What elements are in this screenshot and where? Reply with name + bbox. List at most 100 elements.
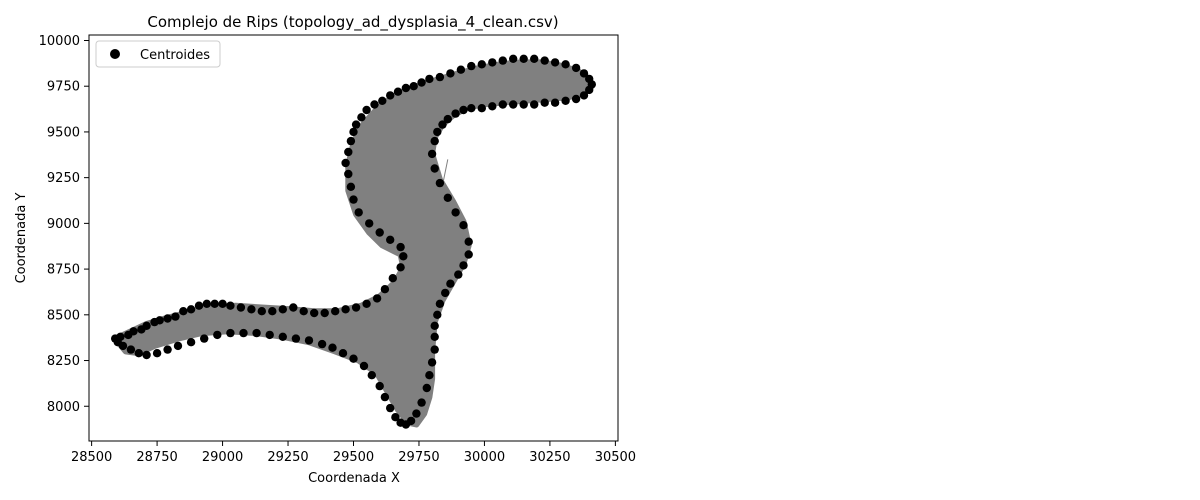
centroid-point (433, 310, 442, 319)
centroid-point (438, 120, 447, 129)
centroid-point (550, 98, 560, 107)
centroid-point (519, 100, 528, 109)
centroid-point (433, 127, 442, 137)
centroid-point (218, 299, 227, 308)
centroid-point (579, 69, 589, 78)
y-axis: 8000 8250 8500 8750 9000 9250 9500 9750 10000 (39, 34, 89, 415)
centroid-point (171, 312, 180, 321)
centroid-point (380, 392, 390, 402)
x-tick-label: 30500 (595, 450, 636, 465)
legend-box (95, 40, 221, 68)
centroid-point (194, 301, 204, 310)
centroid-point (346, 136, 356, 146)
centroid-point (477, 60, 486, 69)
centroid-point (186, 305, 196, 314)
centroid-point (391, 413, 400, 422)
centroid-point (186, 338, 196, 347)
centroid-point (239, 328, 248, 338)
centroid-point (247, 305, 256, 314)
centroid-point (331, 307, 340, 316)
centroid-point (550, 58, 560, 67)
x-tick-label: 28500 (71, 450, 112, 465)
centroid-point (152, 349, 162, 358)
centroid-point (365, 219, 374, 228)
centroid-point (571, 63, 581, 73)
centroid-point (338, 349, 348, 358)
centroid-point (530, 54, 539, 63)
centroid-point (446, 279, 455, 288)
centroid-point (464, 237, 473, 246)
centroid-point (173, 341, 183, 351)
x-tick-label: 28750 (136, 450, 177, 465)
centroid-point (396, 418, 405, 427)
centroid-point (454, 270, 463, 279)
centroid-point (134, 349, 143, 358)
centroid-point (142, 321, 151, 330)
y-tick-label: 9750 (47, 80, 80, 95)
centroid-point (498, 56, 507, 65)
centroid-point (399, 252, 408, 261)
centroid-point (519, 54, 528, 63)
centroid-point (320, 308, 329, 318)
centroid-point (498, 100, 507, 109)
centroid-point (435, 299, 445, 308)
centroid-point (467, 104, 476, 113)
centroid-point (430, 345, 439, 354)
centroid-point (417, 78, 426, 87)
centroid-point (430, 136, 439, 146)
centroid-point (236, 303, 246, 312)
centroid-point (362, 299, 371, 308)
y-tick-label: 8250 (47, 354, 80, 369)
centroid-point (459, 221, 468, 230)
centroid-point (278, 332, 287, 341)
centroid-point (396, 242, 405, 252)
centroid-point (226, 301, 235, 310)
centroid-point (354, 208, 363, 217)
centroid-point (579, 91, 589, 100)
centroid-point (349, 354, 358, 363)
x-tick-label: 30000 (464, 450, 505, 465)
centroid-point (357, 113, 366, 122)
centroid-point (464, 250, 473, 259)
centroid-point (585, 85, 594, 95)
centroid-point (401, 83, 411, 93)
centroid-point (341, 305, 350, 314)
centroid-point (163, 314, 172, 323)
centroid-point (435, 72, 445, 82)
legend: Centroides (95, 40, 221, 68)
centroid-point (409, 82, 418, 91)
centroid-point (257, 307, 266, 316)
centroid-point (213, 330, 222, 340)
centroid-point (349, 195, 358, 204)
centroid-point (142, 350, 151, 360)
centroid-point (425, 74, 434, 84)
centroid-point (113, 338, 123, 347)
y-tick-label: 10000 (39, 34, 80, 49)
chart-title: Complejo de Rips (topology_ad_dysplasia_… (147, 13, 558, 32)
centroid-point (488, 102, 497, 111)
x-tick-label: 30250 (529, 450, 570, 465)
centroid-point (210, 299, 219, 308)
y-tick-label: 9250 (47, 171, 80, 186)
centroid-point (291, 334, 301, 343)
centroid-point (386, 403, 395, 413)
x-tick-label: 29500 (333, 450, 374, 465)
centroid-point (344, 169, 353, 179)
plot-area (111, 54, 596, 429)
centroid-point (540, 98, 549, 107)
centroid-point (459, 261, 468, 270)
centroid-point (430, 332, 439, 341)
centroid-point (443, 193, 452, 202)
centroid-point (375, 381, 384, 391)
centroid-point (451, 109, 460, 118)
centroid-point (459, 105, 468, 115)
centroid-point (443, 114, 452, 124)
centroid-point (344, 147, 353, 157)
centroid-point (351, 303, 361, 312)
centroid-point (380, 285, 390, 294)
centroid-point (226, 328, 235, 338)
centroid-point (304, 336, 314, 345)
centroid-point (540, 56, 549, 65)
centroid-point (435, 178, 445, 188)
y-tick-label: 9000 (47, 217, 80, 232)
